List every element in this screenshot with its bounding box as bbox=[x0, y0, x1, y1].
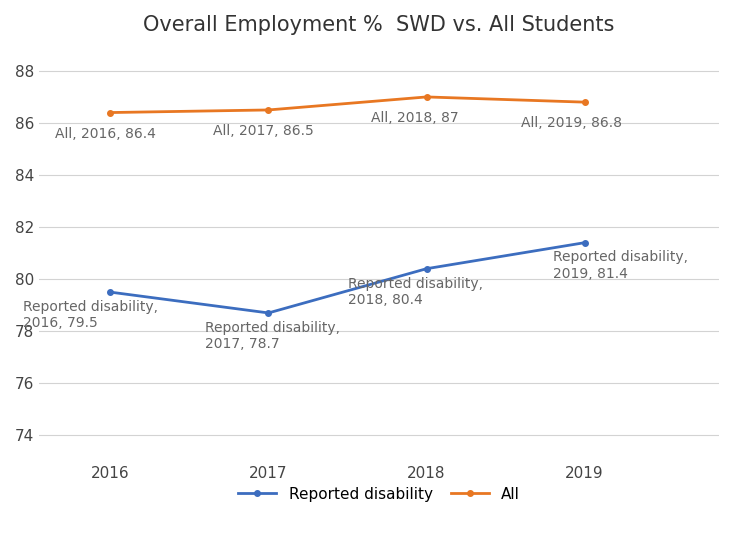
Legend: Reported disability, All: Reported disability, All bbox=[232, 481, 526, 508]
Reported disability bbox=[580, 239, 589, 246]
Title: Overall Employment %  SWD vs. All Students: Overall Employment % SWD vs. All Student… bbox=[143, 15, 615, 35]
Text: Reported disability,
2018, 80.4: Reported disability, 2018, 80.4 bbox=[347, 276, 482, 307]
All bbox=[422, 94, 431, 100]
Text: All, 2019, 86.8: All, 2019, 86.8 bbox=[521, 117, 622, 130]
All bbox=[580, 99, 589, 105]
Line: Reported disability: Reported disability bbox=[108, 240, 587, 316]
Reported disability bbox=[106, 289, 115, 295]
Line: All: All bbox=[108, 94, 587, 116]
Reported disability bbox=[422, 265, 431, 272]
Text: Reported disability,
2017, 78.7: Reported disability, 2017, 78.7 bbox=[206, 321, 341, 351]
Text: All, 2017, 86.5: All, 2017, 86.5 bbox=[213, 124, 314, 138]
All bbox=[264, 107, 273, 113]
Text: Reported disability,
2019, 81.4: Reported disability, 2019, 81.4 bbox=[553, 251, 688, 281]
Text: All, 2018, 87: All, 2018, 87 bbox=[371, 111, 459, 125]
Reported disability bbox=[264, 310, 273, 316]
All bbox=[106, 110, 115, 116]
Text: Reported disability,
2016, 79.5: Reported disability, 2016, 79.5 bbox=[23, 300, 159, 330]
Text: All, 2016, 86.4: All, 2016, 86.4 bbox=[55, 127, 156, 141]
